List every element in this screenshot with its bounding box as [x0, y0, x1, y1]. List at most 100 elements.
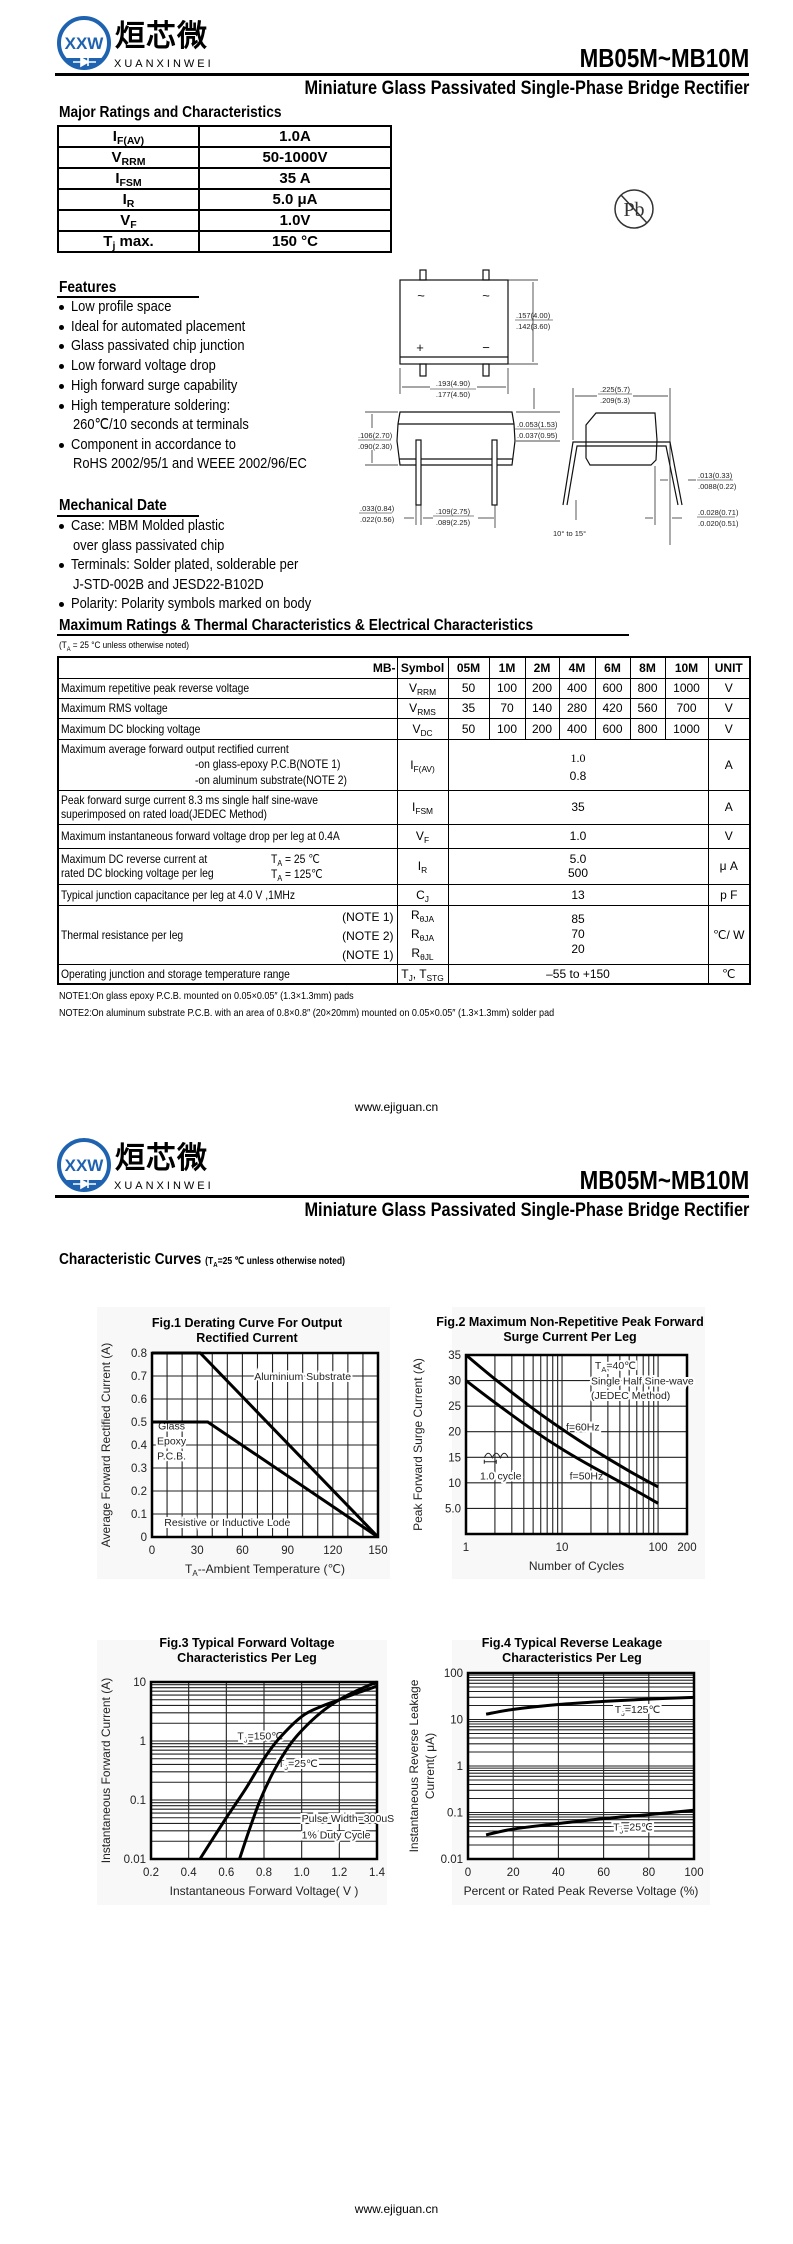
- xxw-logo-mark-icon: XXW: [57, 1138, 111, 1192]
- document-subtitle: Miniature Glass Passivated Single-Phase …: [304, 1200, 749, 1221]
- footer-url-link[interactable]: www.ejiguan.cn: [354, 1100, 439, 1114]
- value-cell: 35 A: [198, 167, 392, 190]
- table-row: VRRM 50-1000V: [57, 146, 392, 169]
- y-tick-label: 5.0: [445, 1503, 461, 1515]
- mechanical-item-continued: J-STD-002B and JESD22-B102D: [73, 576, 264, 593]
- chart-title: Characteristics Per Leg: [177, 1651, 317, 1665]
- ac-terminal-mark: ~: [417, 288, 425, 303]
- plot-frame: [464, 1353, 689, 1536]
- part-number-title: MB05M~MB10M: [579, 43, 749, 73]
- y-tick-label: 1: [457, 1761, 463, 1773]
- xxw-logo-mark-icon: XXW: [57, 16, 111, 70]
- series-line-1: [152, 1351, 380, 1539]
- symbol-cell: VRRM: [57, 146, 200, 169]
- svg-text:.0088(0.22): .0088(0.22): [698, 482, 737, 491]
- table-row: IFSM 35 A: [57, 167, 392, 190]
- plot-frame: [150, 1351, 380, 1539]
- svg-text:.0.053(1.53): .0.053(1.53): [517, 420, 558, 429]
- x-tick-label: 20: [507, 1867, 520, 1879]
- x-tick-label: 0.6: [218, 1867, 234, 1879]
- y-tick-label: 15: [448, 1452, 461, 1464]
- y-tick-label: 0: [141, 1532, 147, 1544]
- series-line-1: [465, 1353, 659, 1489]
- chart-annotation: TA=40℃: [595, 1360, 636, 1374]
- series-line-1: [485, 1695, 695, 1716]
- header-divider: [55, 73, 749, 76]
- symbol-cell: IR: [57, 188, 200, 211]
- y-tick-label: 0.6: [131, 1394, 147, 1406]
- gridlines: [152, 1353, 378, 1537]
- chart-annotation: Pulse Width=300uS: [302, 1813, 395, 1825]
- y-tick-label: 10: [133, 1677, 146, 1689]
- chart-annotation: Single Half Sine-wave: [591, 1376, 694, 1388]
- feature-item: Glass passivated chip junction: [59, 336, 273, 355]
- x-tick-label: 1: [463, 1542, 469, 1554]
- column-header: 6M: [594, 656, 631, 679]
- x-tick-label: 1.0: [294, 1867, 310, 1879]
- table-row: Operating junction and storage temperatu…: [57, 963, 751, 985]
- company-logo: XXW 烜芯微 XUANXINWEI: [55, 16, 225, 72]
- end-view-leads: [562, 441, 683, 506]
- value-cell: 150 °C: [198, 230, 392, 253]
- symbol-cell: IFSM: [57, 167, 200, 190]
- x-tick-label: 1.2: [331, 1867, 347, 1879]
- chart-fig-4: Fig.4 Typical Reverse LeakageCharacteris…: [407, 1636, 710, 1905]
- chart-annotation: TJ=150℃: [237, 1730, 283, 1744]
- chart-annotation: 1% Duty Cycle: [302, 1830, 371, 1842]
- chart-title: Fig.2 Maximum Non-Repetitive Peak Forwar…: [436, 1315, 703, 1329]
- feature-item: Ideal for automated placement: [59, 317, 274, 336]
- chart-annotation: Aluminium Substrate: [254, 1371, 351, 1383]
- svg-text:.0.020(0.51): .0.020(0.51): [698, 519, 739, 528]
- chart-title: Fig.4 Typical Reverse Leakage: [482, 1636, 662, 1650]
- feature-item: Component in accordance to: [59, 435, 263, 454]
- value-cell: 1.0A: [198, 125, 392, 148]
- y-axis-label: Current( μA): [423, 1733, 437, 1799]
- chart-fig-1: Fig.1 Derating Curve For OutputRectified…: [97, 1307, 390, 1579]
- series-line-2: [238, 1680, 378, 1860]
- features-underline: [57, 296, 199, 298]
- footer-url-link[interactable]: www.ejiguan.cn: [354, 2202, 439, 2216]
- y-axis-label: Instantaneous Forward Current (A): [99, 1678, 113, 1863]
- chart-annotation: TJ=25℃: [613, 1821, 653, 1835]
- svg-text:.142(3.60): .142(3.60): [516, 322, 551, 331]
- svg-text:.033(0.84): .033(0.84): [360, 504, 395, 513]
- x-tick-label: 0: [149, 1545, 155, 1557]
- chart-annotation: f=50Hz: [570, 1471, 604, 1483]
- y-tick-label: 0.01: [441, 1854, 463, 1866]
- feature-item: Low forward voltage drop: [59, 356, 239, 375]
- plot-frame: [466, 1671, 696, 1861]
- chart-annotation: Resistive or Inductive Lode: [164, 1517, 290, 1529]
- y-tick-label: 0.1: [131, 1509, 147, 1521]
- svg-text:.0.037(0.95): .0.037(0.95): [517, 431, 558, 440]
- y-tick-label: 0.01: [124, 1854, 146, 1866]
- logo-mark-text: XXW: [65, 1156, 105, 1175]
- chart-title: Surge Current Per Leg: [503, 1330, 636, 1344]
- chart-annotation: f=60Hz: [566, 1422, 600, 1434]
- y-tick-label: 0.2: [131, 1486, 147, 1498]
- symbol-cell: Tj max.: [57, 230, 200, 253]
- svg-text:.106(2.70): .106(2.70): [358, 431, 393, 440]
- feature-item-continued: RoHS 2002/95/1 and WEEE 2002/96/EC: [73, 455, 307, 472]
- chart-annotation: P.C.B.: [157, 1450, 186, 1462]
- y-tick-label: 100: [444, 1668, 463, 1680]
- svg-text:.0.028(0.71): .0.028(0.71): [698, 508, 739, 517]
- side-view-body: [396, 411, 516, 466]
- svg-text:Pb: Pb: [623, 199, 644, 221]
- ac-terminal-mark: ~: [482, 288, 490, 303]
- column-header: 10M: [664, 656, 709, 679]
- y-tick-label: 0.4: [131, 1440, 148, 1452]
- y-tick-label: 0.1: [130, 1795, 146, 1807]
- chart-annotation: TJ=125℃: [615, 1704, 661, 1718]
- value-cell: 1.0V: [198, 209, 392, 232]
- mechanical-item-continued: over glass passivated chip: [73, 537, 225, 554]
- svg-text:.193(4.90): .193(4.90): [436, 379, 471, 388]
- y-tick-label: 35: [448, 1350, 461, 1362]
- x-axis-label: TA--Ambient Temperature (℃): [185, 1562, 345, 1578]
- max-ratings-heading: Maximum Ratings & Thermal Characteristic…: [59, 617, 534, 634]
- chart-annotation: 1.0 cycle: [480, 1471, 522, 1483]
- gridlines: [151, 1682, 377, 1859]
- x-tick-label: 100: [684, 1867, 703, 1879]
- x-tick-label: 1.4: [369, 1867, 386, 1879]
- svg-text:.013(0.33): .013(0.33): [698, 471, 733, 480]
